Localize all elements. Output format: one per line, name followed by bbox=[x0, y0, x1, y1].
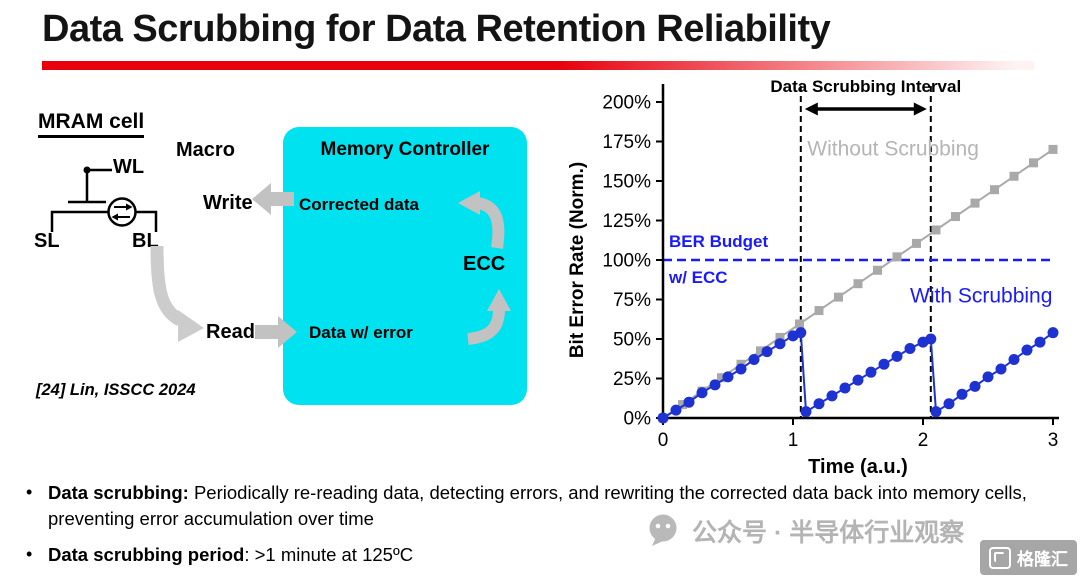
svg-text:100%: 100% bbox=[602, 251, 651, 272]
bullet-data-scrubbing: • Data scrubbing: Periodically re-readin… bbox=[26, 480, 1052, 533]
svg-text:0: 0 bbox=[658, 430, 669, 451]
wechat-icon bbox=[649, 514, 677, 546]
chart-area: BER Budget w/ ECC 0% 25% 50% 75% 100% 125% 150% 1… bbox=[563, 77, 1068, 480]
svg-text:150%: 150% bbox=[602, 172, 651, 193]
sl-label: SL bbox=[34, 230, 60, 252]
svg-text:2: 2 bbox=[918, 430, 929, 451]
write-label: Write bbox=[203, 192, 253, 214]
bullet-text: Data scrubbing period: >1 minute at 125º… bbox=[48, 543, 414, 565]
svg-text:Time (a.u.): Time (a.u.) bbox=[808, 456, 908, 478]
bullet-scrubbing-period: • Data scrubbing period: >1 minute at 12… bbox=[26, 542, 1052, 568]
series-with-scrubbing bbox=[657, 327, 1059, 424]
wl-label: WL bbox=[113, 156, 145, 178]
svg-text:w/ ECC: w/ ECC bbox=[668, 268, 728, 287]
bullet-marker: • bbox=[26, 482, 33, 502]
gelonghui-text: 格隆汇 bbox=[1017, 550, 1068, 569]
svg-text:75%: 75% bbox=[613, 290, 651, 311]
svg-text:200%: 200% bbox=[602, 93, 651, 114]
ecc-label: ECC bbox=[463, 253, 506, 275]
svg-text:175%: 175% bbox=[602, 132, 651, 153]
gelonghui-icon bbox=[989, 546, 1011, 569]
memory-controller-title: Memory Controller bbox=[320, 139, 490, 160]
wechat-watermark-text: 公众号 · 半导体行业观察 bbox=[692, 519, 965, 547]
mram-cell-label: MRAM cell bbox=[38, 110, 145, 138]
svg-text:125%: 125% bbox=[602, 211, 651, 232]
svg-text:25%: 25% bbox=[613, 369, 651, 390]
page-title: Data Scrubbing for Data Retention Reliab… bbox=[42, 8, 831, 50]
svg-text:With Scrubbing: With Scrubbing bbox=[910, 285, 1052, 308]
svg-text:1: 1 bbox=[788, 430, 799, 451]
wechat-watermark: 公众号 · 半导体行业观察 bbox=[645, 513, 964, 549]
svg-text:Bit Error Rate (Norm.): Bit Error Rate (Norm.) bbox=[567, 162, 588, 358]
read-flow-arrow bbox=[150, 245, 204, 342]
bullet-list: • Data scrubbing: Periodically re-readin… bbox=[26, 480, 1052, 577]
read-label: Read bbox=[206, 321, 255, 343]
svg-text:3: 3 bbox=[1048, 430, 1059, 451]
gelonghui-logo: 格隆汇 bbox=[980, 540, 1077, 575]
svg-text:BER Budget: BER Budget bbox=[669, 232, 769, 251]
macro-label: Macro bbox=[176, 139, 235, 161]
ber-chart: BER Budget w/ ECC 0% 25% 50% 75% 100% 125% 150% 1… bbox=[567, 77, 1059, 478]
title-underline bbox=[42, 61, 1034, 70]
svg-text:50%: 50% bbox=[613, 330, 651, 351]
bl-label: BL bbox=[132, 230, 159, 252]
svg-text:Data Scrubbing Interval: Data Scrubbing Interval bbox=[770, 78, 961, 96]
bullet-marker: • bbox=[26, 543, 33, 564]
data-w-error-label: Data w/ error bbox=[309, 323, 413, 342]
citation: [24] Lin, ISSCC 2024 bbox=[36, 381, 196, 399]
memory-controller-box: Memory Controller Corrected data ECC Dat… bbox=[283, 127, 527, 405]
svg-text:Without Scrubbing: Without Scrubbing bbox=[807, 138, 979, 161]
corrected-data-label: Corrected data bbox=[299, 195, 419, 214]
svg-text:0%: 0% bbox=[624, 409, 652, 430]
bullet-text: Data scrubbing: Periodically re-reading … bbox=[48, 482, 1027, 530]
